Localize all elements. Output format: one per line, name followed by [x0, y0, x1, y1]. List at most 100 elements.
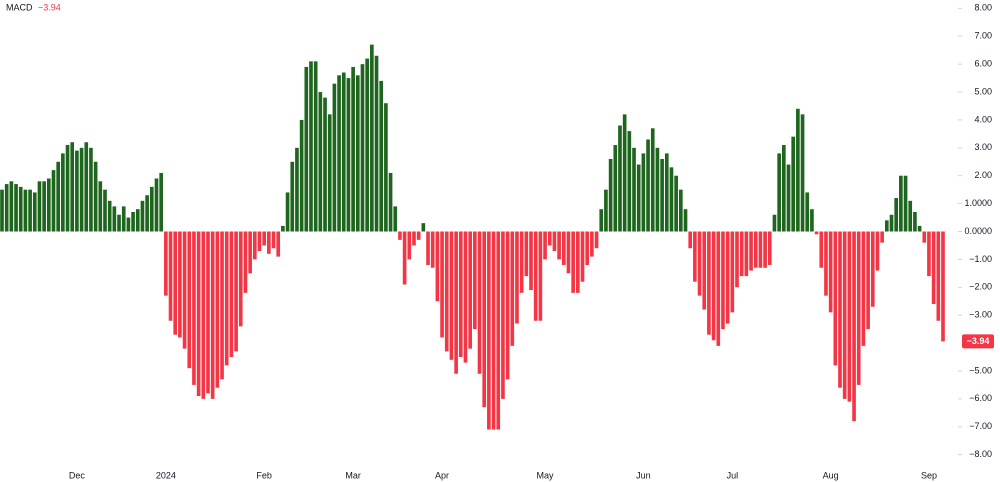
- bar: [145, 195, 149, 232]
- x-tick-label: Jul: [727, 470, 739, 480]
- bar: [707, 231, 711, 335]
- bar: [234, 231, 238, 352]
- bar: [56, 161, 61, 232]
- bar: [922, 231, 927, 243]
- bar: [856, 231, 861, 385]
- bar: [463, 231, 468, 363]
- bar: [547, 231, 552, 246]
- bar: [838, 231, 842, 388]
- bar: [196, 231, 201, 397]
- bar: [206, 231, 210, 394]
- x-tick-label: Dec: [69, 470, 86, 480]
- bar: [444, 231, 449, 352]
- bar: [126, 217, 131, 232]
- bar: [9, 181, 14, 232]
- bar: [763, 231, 767, 268]
- bar: [777, 153, 781, 232]
- bar: [510, 231, 515, 346]
- y-tick-label: 6.00: [974, 59, 992, 69]
- bar: [112, 206, 117, 232]
- bar: [730, 231, 735, 313]
- x-tick-label: Jun: [636, 470, 651, 480]
- bar: [454, 231, 458, 374]
- bar: [412, 231, 416, 246]
- bar: [98, 181, 103, 232]
- y-tick-label: −3.00: [969, 310, 992, 320]
- bar: [220, 231, 224, 380]
- bar: [93, 161, 98, 232]
- indicator-value: −3.94: [38, 2, 61, 12]
- bar: [440, 231, 444, 338]
- bar: [819, 231, 824, 268]
- bar: [632, 147, 636, 232]
- bar: [590, 231, 594, 257]
- bar: [861, 231, 866, 346]
- bar: [318, 92, 323, 232]
- bar: [299, 119, 304, 232]
- bar: [473, 231, 477, 330]
- bar: [384, 103, 388, 232]
- bar: [538, 231, 543, 321]
- bar: [51, 170, 56, 232]
- bar: [262, 231, 266, 246]
- bar: [884, 220, 889, 232]
- bar: [917, 225, 922, 232]
- bar: [613, 145, 618, 232]
- bar: [655, 147, 660, 232]
- bar: [187, 231, 192, 369]
- bar: [313, 61, 318, 232]
- bar: [627, 131, 632, 232]
- bar: [585, 231, 590, 265]
- y-tick-label: −8.00: [969, 449, 992, 459]
- bar: [870, 231, 875, 307]
- bar: [65, 145, 70, 232]
- bar: [646, 139, 650, 232]
- bar: [669, 167, 674, 232]
- bar: [866, 231, 870, 330]
- bar: [557, 231, 561, 260]
- bar: [753, 231, 758, 268]
- x-tick-label: Feb: [256, 470, 272, 480]
- bar: [782, 145, 786, 232]
- bar: [430, 231, 435, 268]
- bar: [543, 231, 547, 260]
- bar: [744, 231, 749, 277]
- bar: [42, 181, 46, 232]
- bar: [880, 231, 884, 243]
- bar: [618, 125, 622, 232]
- bar: [393, 206, 398, 232]
- last-value-label: −3.94: [967, 336, 990, 346]
- bar: [529, 231, 533, 291]
- bar: [847, 231, 852, 402]
- y-tick-label: 1.0000: [964, 198, 992, 208]
- bar: [936, 231, 941, 321]
- bar: [257, 231, 262, 252]
- bar: [800, 114, 805, 232]
- bar: [131, 211, 135, 232]
- bar: [154, 178, 159, 232]
- bar: [702, 231, 707, 310]
- bar: [243, 231, 248, 293]
- bar: [178, 231, 182, 338]
- bar: [899, 175, 903, 232]
- bar: [791, 136, 796, 232]
- bar: [852, 231, 856, 422]
- bar: [552, 231, 557, 252]
- bar: [599, 209, 604, 232]
- bar: [449, 231, 454, 360]
- bar: [285, 192, 290, 232]
- bar: [168, 231, 173, 321]
- bar: [566, 231, 571, 274]
- bar: [149, 186, 154, 232]
- bar: [379, 80, 384, 232]
- bar: [604, 189, 608, 232]
- bar: [304, 66, 309, 232]
- bar: [229, 231, 234, 358]
- x-tick-label: May: [537, 470, 555, 480]
- bar: [182, 231, 187, 349]
- bar: [79, 147, 84, 232]
- bar: [501, 231, 505, 399]
- y-tick-label: −6.00: [969, 393, 992, 403]
- bar: [693, 231, 697, 282]
- bar: [875, 231, 880, 271]
